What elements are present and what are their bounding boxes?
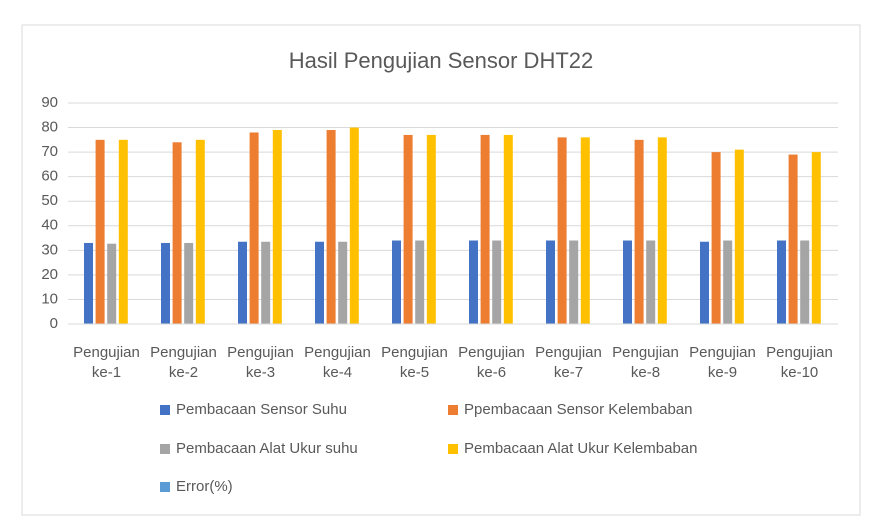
bar	[700, 241, 709, 324]
y-tick-label: 90	[41, 94, 58, 111]
x-tick-label: Pengujian ke-9	[689, 344, 756, 381]
bar	[403, 134, 413, 324]
legend-swatch	[448, 444, 458, 454]
x-tick-label: Pengujian ke-7	[535, 344, 602, 381]
bar	[711, 152, 721, 324]
bar	[249, 132, 259, 324]
x-tick-label: Pengujian ke-10	[766, 344, 833, 381]
y-tick-label: 80	[41, 119, 58, 136]
bar	[546, 240, 555, 324]
bar	[634, 139, 644, 324]
bar	[107, 243, 117, 324]
y-tick-label: 30	[41, 241, 58, 258]
x-tick-label: Pengujian ke-3	[227, 344, 294, 381]
bar	[392, 240, 401, 324]
bar	[469, 240, 478, 324]
bar	[811, 152, 821, 324]
y-tick-label: 60	[41, 168, 58, 185]
legend-swatch	[160, 405, 170, 415]
legend-swatch	[160, 482, 170, 492]
bar	[657, 137, 667, 324]
bar	[580, 137, 590, 324]
bar	[788, 154, 798, 324]
y-tick-label: 40	[41, 217, 58, 234]
bar	[349, 127, 359, 324]
legend-label: Pembacaan Sensor Suhu	[176, 401, 347, 418]
bar	[734, 149, 744, 324]
bar	[426, 134, 436, 324]
bar	[172, 142, 182, 324]
legend-label: Ppembacaan Sensor Kelembaban	[464, 401, 693, 418]
x-tick-label: Pengujian ke-1	[73, 344, 140, 381]
bar	[261, 241, 271, 324]
bar	[338, 241, 348, 324]
bar	[161, 242, 170, 324]
y-tick-label: 70	[41, 143, 58, 160]
bar	[503, 134, 513, 324]
bar	[646, 240, 656, 324]
x-tick-label: Pengujian ke-4	[304, 344, 371, 381]
bar	[492, 240, 502, 324]
bar	[480, 134, 490, 324]
bar	[238, 241, 247, 324]
y-tick-label: 0	[50, 315, 58, 332]
y-tick-label: 10	[41, 290, 58, 307]
chart-border	[21, 24, 861, 516]
x-tick-label: Pengujian ke-8	[612, 344, 679, 381]
bar	[800, 240, 810, 324]
legend-label: Pembacaan Alat Ukur suhu	[176, 440, 358, 457]
bar	[623, 240, 632, 324]
bar	[315, 241, 324, 324]
bar	[184, 242, 194, 324]
legend-swatch	[160, 444, 170, 454]
bar	[569, 240, 579, 324]
chart-title: Hasil Pengujian Sensor DHT22	[289, 48, 594, 73]
bar	[326, 130, 336, 324]
bar	[557, 137, 567, 324]
x-tick-label: Pengujian ke-2	[150, 344, 217, 381]
bar	[777, 240, 786, 324]
bar	[723, 240, 733, 324]
y-tick-label: 20	[41, 266, 58, 283]
bar	[118, 139, 128, 324]
bar	[95, 139, 105, 324]
bar	[195, 139, 205, 324]
legend-swatch	[448, 405, 458, 415]
y-tick-label: 50	[41, 192, 58, 209]
bar	[84, 242, 93, 324]
legend-label: Pembacaan Alat Ukur Kelembaban	[464, 440, 697, 457]
legend-label: Error(%)	[176, 478, 233, 495]
bar	[415, 240, 425, 324]
x-tick-label: Pengujian ke-6	[458, 344, 525, 381]
x-tick-label: Pengujian ke-5	[381, 344, 448, 381]
bar	[272, 130, 282, 324]
